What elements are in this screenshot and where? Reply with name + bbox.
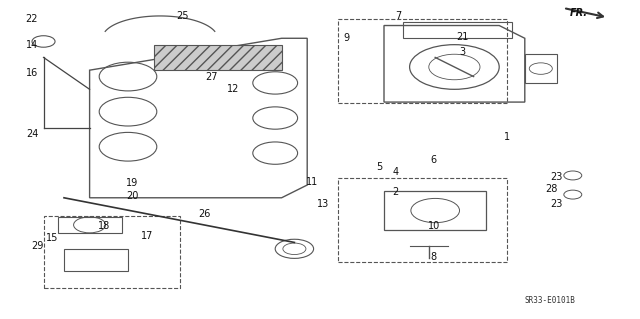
Text: 24: 24 <box>26 129 38 139</box>
Bar <box>525 54 557 83</box>
Text: 14: 14 <box>26 40 38 50</box>
Text: 1: 1 <box>504 132 510 142</box>
Bar <box>403 22 512 38</box>
Text: 29: 29 <box>31 241 44 251</box>
Text: 5: 5 <box>376 161 383 172</box>
Text: 21: 21 <box>456 32 468 42</box>
Text: 16: 16 <box>26 68 38 78</box>
Text: 28: 28 <box>545 184 558 194</box>
Text: 26: 26 <box>198 209 211 219</box>
Text: 9: 9 <box>344 33 350 43</box>
Text: 18: 18 <box>97 221 110 232</box>
Text: 17: 17 <box>141 231 154 241</box>
Text: 11: 11 <box>306 177 319 187</box>
Text: 27: 27 <box>205 71 218 82</box>
Text: 22: 22 <box>26 14 38 24</box>
Text: 7: 7 <box>395 11 401 21</box>
Text: 19: 19 <box>126 178 139 189</box>
Text: SR33-E0101B: SR33-E0101B <box>525 296 575 305</box>
Text: 20: 20 <box>126 191 139 201</box>
Text: 2: 2 <box>392 187 399 197</box>
Text: 10: 10 <box>428 221 440 231</box>
Text: 15: 15 <box>46 233 59 243</box>
Text: 8: 8 <box>431 252 437 262</box>
Bar <box>64 249 128 271</box>
Text: 6: 6 <box>431 155 437 165</box>
Bar <box>154 45 282 70</box>
Text: 3: 3 <box>459 47 465 57</box>
Text: 23: 23 <box>550 198 563 209</box>
Text: 4: 4 <box>392 167 399 177</box>
Text: 25: 25 <box>176 11 189 21</box>
Text: FR.: FR. <box>570 8 588 19</box>
Text: 12: 12 <box>227 84 240 94</box>
Text: 13: 13 <box>317 199 330 209</box>
Text: 23: 23 <box>550 172 563 182</box>
